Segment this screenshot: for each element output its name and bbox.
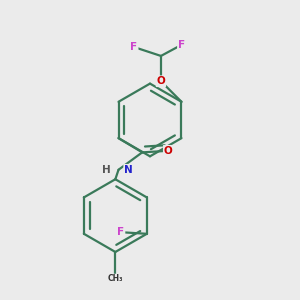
Text: F: F bbox=[130, 42, 138, 52]
Text: F: F bbox=[117, 227, 124, 237]
Text: F: F bbox=[178, 40, 185, 50]
Text: CH₃: CH₃ bbox=[108, 274, 123, 283]
Text: H: H bbox=[102, 165, 111, 175]
Text: O: O bbox=[164, 146, 172, 156]
Text: O: O bbox=[157, 76, 165, 86]
Text: N: N bbox=[124, 165, 133, 175]
